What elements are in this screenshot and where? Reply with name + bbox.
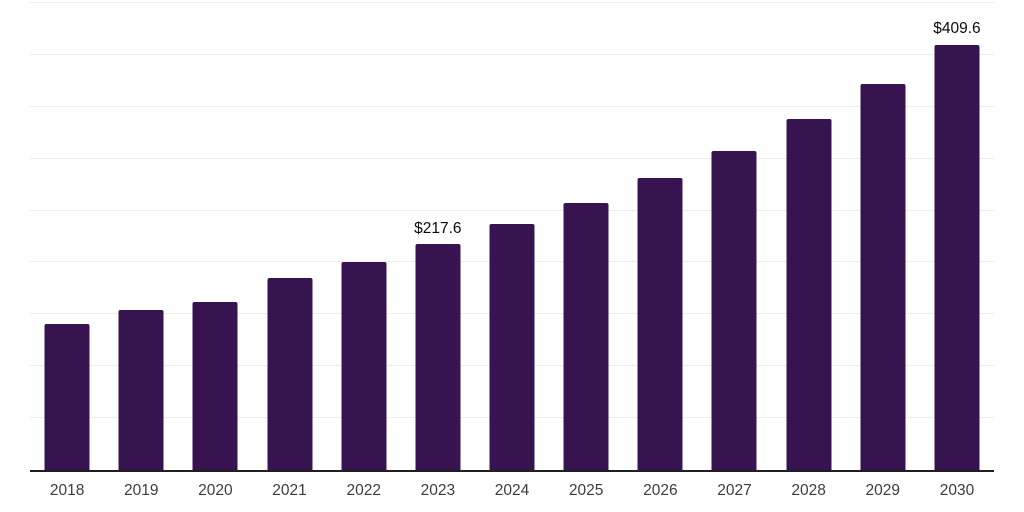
bar-2026 xyxy=(637,177,683,470)
x-tick-2021: 2021 xyxy=(272,482,307,499)
bar-2027 xyxy=(711,150,757,470)
bar-2025 xyxy=(563,202,609,470)
bar-slot-2020 xyxy=(178,3,252,470)
x-tick-2029: 2029 xyxy=(865,482,901,499)
bar-slot-2023: $217.6 xyxy=(401,3,475,470)
bar-2022 xyxy=(341,261,387,470)
bars-row: $217.6 $409.6 xyxy=(30,3,994,470)
data-label-2030: $409.6 xyxy=(933,20,981,38)
bar-2030 xyxy=(934,44,980,470)
x-tick-2018: 2018 xyxy=(49,482,85,499)
x-axis: 2018 2019 2020 2021 2022 2023 2024 2025 2026 2027… xyxy=(30,481,994,501)
bar-slot-2021 xyxy=(252,3,326,470)
bar-2029 xyxy=(860,84,906,470)
x-tick-2028: 2028 xyxy=(791,482,826,499)
bar-2028 xyxy=(786,119,832,470)
x-tick-2024: 2024 xyxy=(494,482,530,499)
bar-2018 xyxy=(44,323,90,470)
x-tick-2019: 2019 xyxy=(123,482,159,499)
bar-slot-2024 xyxy=(475,3,549,470)
bar-2021 xyxy=(267,277,313,470)
x-tick-2026: 2026 xyxy=(643,482,678,499)
data-label-2023: $217.6 xyxy=(414,219,462,237)
bar-2024 xyxy=(489,224,535,470)
bar-slot-2018 xyxy=(30,3,104,470)
x-tick-2023: 2023 xyxy=(420,482,456,499)
x-tick-2020: 2020 xyxy=(198,482,233,499)
bar-slot-2019 xyxy=(104,3,178,470)
bar-slot-2028 xyxy=(772,3,846,470)
plot-area: $217.6 $409.6 xyxy=(30,2,994,472)
bar-slot-2029 xyxy=(846,3,920,470)
x-tick-2025: 2025 xyxy=(568,482,604,499)
bar-slot-2025 xyxy=(549,3,623,470)
bar-slot-2022 xyxy=(327,3,401,470)
bar-2019 xyxy=(118,309,164,470)
bar-slot-2026 xyxy=(623,3,697,470)
bar-slot-2030: $409.6 xyxy=(920,3,994,470)
bar-2023 xyxy=(415,244,461,470)
x-tick-2027: 2027 xyxy=(717,482,752,499)
x-tick-2030: 2030 xyxy=(939,482,975,499)
x-tick-2022: 2022 xyxy=(346,482,381,499)
bar-2020 xyxy=(192,301,238,470)
bar-slot-2027 xyxy=(697,3,771,470)
